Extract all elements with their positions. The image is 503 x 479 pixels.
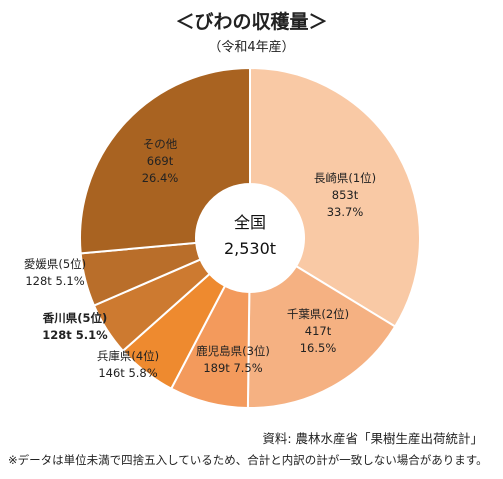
slice-label-percent-7: 26.4% — [142, 171, 179, 185]
slice-label-value-2: 417t — [305, 324, 332, 338]
slice-label-value-5: 128t 5.1% — [42, 328, 108, 342]
slice-label-value-7: 669t — [147, 154, 174, 168]
center-value: 2,530t — [224, 239, 276, 258]
slice-label-name-5: 香川県(5位) — [42, 311, 108, 325]
slice-label-percent-2: 16.5% — [300, 341, 337, 355]
slice-label-value-3: 189t 7.5% — [203, 361, 262, 375]
chart-title: ＜びわの収穫量＞ — [175, 11, 328, 33]
slice-label-percent-1: 33.7% — [327, 205, 364, 219]
slice-label-name-1: 長崎県(1位) — [314, 171, 376, 185]
slice-label-name-4: 兵庫県(4位) — [97, 349, 159, 363]
slice-label-name-7: その他 — [143, 137, 178, 151]
slice-1 — [249, 66, 421, 328]
slice-label-value-6: 128t 5.1% — [25, 274, 84, 288]
slice-label-value-4: 146t 5.8% — [98, 366, 157, 380]
source-text: 資料: 農林水産省「果樹生産出荷統計」 — [262, 431, 483, 446]
slice-label-name-3: 鹿児島県(3位) — [196, 344, 270, 358]
labels-group: 長崎県(1位) 853t 33.7% 千葉県(2位) 417t 16.5% 鹿児島県(3位)… — [24, 137, 376, 380]
slices-group — [79, 66, 421, 409]
slice-label-name-2: 千葉県(2位) — [287, 307, 349, 321]
chart-subtitle: （令和4年産） — [208, 40, 295, 55]
slice-label-name-6: 愛媛県(5位) — [24, 257, 86, 271]
footnote-text: ※データは単位未満で四捨五入しているため、合計と内訳の計が一致しない場合がありま… — [8, 453, 488, 467]
slice-label-value-1: 853t — [332, 188, 359, 202]
center-label: 全国 — [234, 213, 266, 232]
slice-7 — [79, 66, 251, 255]
slice-2 — [246, 264, 397, 409]
